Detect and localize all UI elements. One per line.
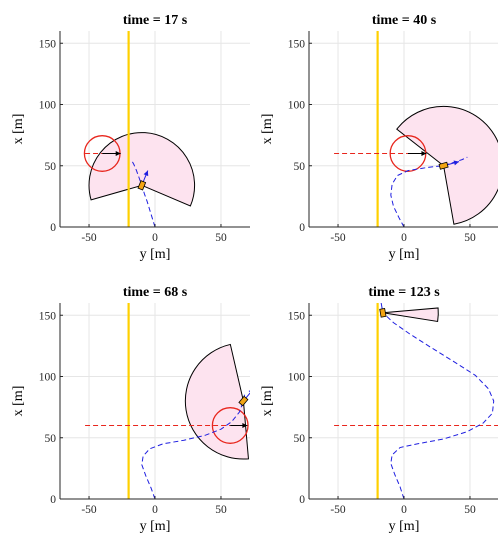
x-axis-label: y [m] bbox=[389, 247, 420, 262]
y-tick-label: 50 bbox=[294, 433, 306, 445]
chart-title: time = 123 s bbox=[368, 285, 440, 300]
y-tick-label: 50 bbox=[294, 161, 306, 173]
y-tick-label: 100 bbox=[288, 100, 306, 112]
x-tick-label: 50 bbox=[464, 232, 476, 244]
vehicle-body bbox=[238, 395, 249, 407]
vehicle-path bbox=[141, 393, 246, 499]
chart-title: time = 40 s bbox=[372, 13, 437, 28]
y-tick-label: 0 bbox=[299, 494, 305, 506]
chart-title: time = 17 s bbox=[123, 13, 188, 28]
chart-title: time = 68 s bbox=[123, 285, 188, 300]
vehicle-arrow-head bbox=[143, 170, 149, 177]
vehicle-body bbox=[137, 180, 147, 191]
chart-panel-2: -50 0 50 0 50 100 150 time = 40 s y [m] x [m] bbox=[260, 13, 498, 262]
obstacle-arrow-head bbox=[421, 151, 427, 156]
y-tick-label: 50 bbox=[45, 433, 57, 445]
y-tick-label: 0 bbox=[50, 494, 56, 506]
chart-panel-3: -50 0 50 0 50 100 150 time = 68 s y [m] x [m] bbox=[11, 285, 250, 534]
plot-content bbox=[60, 303, 250, 499]
y-tick-label: 0 bbox=[50, 222, 56, 234]
sensor-sector bbox=[184, 343, 250, 460]
x-tick-label: 50 bbox=[215, 504, 227, 516]
y-tick-label: 100 bbox=[39, 372, 57, 384]
x-tick-label: 0 bbox=[401, 232, 407, 244]
x-axis-label: y [m] bbox=[389, 519, 420, 534]
sensor-sector bbox=[88, 132, 196, 207]
x-tick-label: 0 bbox=[152, 232, 158, 244]
sensor-sector bbox=[382, 307, 439, 323]
x-axis-label: y [m] bbox=[140, 247, 171, 262]
x-tick-label: -50 bbox=[330, 232, 346, 244]
chart-panel-1: -50 0 50 0 50 100 150 time = 17 s y [m] x [m] bbox=[11, 13, 250, 262]
y-axis-label: x [m] bbox=[260, 114, 275, 145]
obstacle-circle bbox=[211, 407, 249, 444]
y-axis-label: x [m] bbox=[11, 386, 26, 417]
y-axis-label: x [m] bbox=[11, 114, 26, 145]
y-tick-label: 150 bbox=[288, 310, 306, 322]
x-tick-label: 50 bbox=[464, 504, 476, 516]
y-tick-label: 50 bbox=[45, 161, 57, 173]
y-tick-label: 150 bbox=[288, 38, 306, 50]
vehicle-body bbox=[379, 307, 387, 318]
y-tick-label: 100 bbox=[288, 372, 306, 384]
x-tick-label: -50 bbox=[81, 232, 97, 244]
plot-content bbox=[309, 303, 498, 499]
plot-content bbox=[60, 31, 250, 227]
x-axis-label: y [m] bbox=[140, 519, 171, 534]
y-axis-label: x [m] bbox=[260, 386, 275, 417]
vehicle-path bbox=[382, 307, 495, 499]
y-tick-label: 150 bbox=[39, 38, 57, 50]
x-tick-label: 50 bbox=[215, 232, 227, 244]
x-tick-label: 0 bbox=[401, 504, 407, 516]
x-tick-label: -50 bbox=[330, 504, 346, 516]
y-tick-label: 100 bbox=[39, 100, 57, 112]
x-tick-label: -50 bbox=[81, 504, 97, 516]
y-tick-label: 0 bbox=[299, 222, 305, 234]
plot-content bbox=[309, 31, 498, 227]
chart-panel-4: -50 0 50 0 50 100 150 time = 123 s y [m] x [m] bbox=[260, 285, 498, 534]
x-tick-label: 0 bbox=[152, 504, 158, 516]
vehicle-body bbox=[438, 161, 449, 170]
obstacle-arrow-head bbox=[242, 423, 248, 428]
obstacle-arrow-head bbox=[115, 151, 121, 156]
vehicle-arrow-head bbox=[453, 160, 460, 166]
y-tick-label: 150 bbox=[39, 310, 57, 322]
